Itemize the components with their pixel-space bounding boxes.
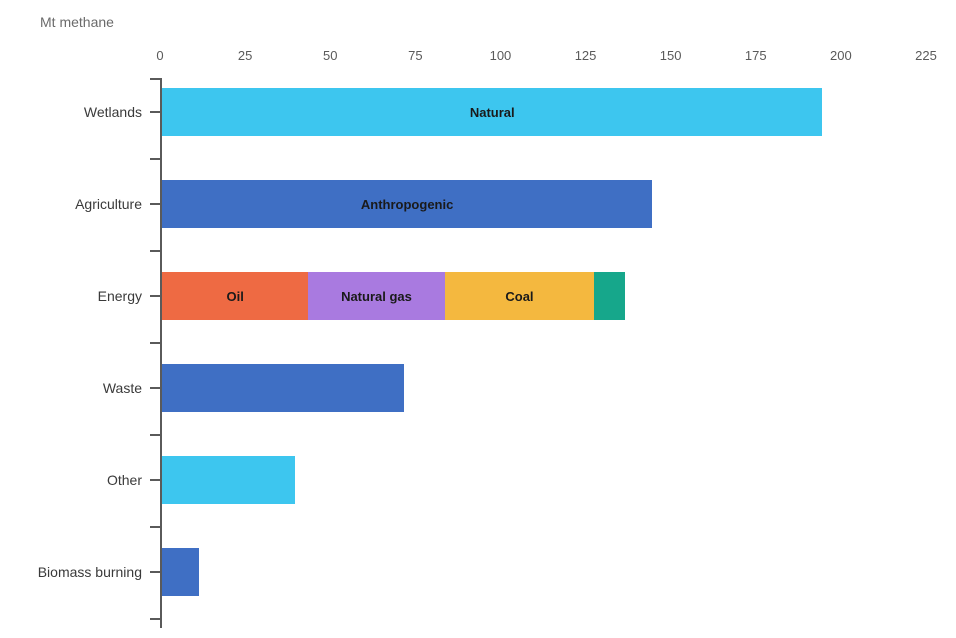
x-axis: 0255075100125150175200225 — [160, 48, 926, 72]
bar-row: AgricultureAnthropogenic — [160, 180, 926, 228]
axis-tick — [150, 526, 160, 528]
axis-tick — [150, 479, 160, 481]
bars-region: WetlandsNatural AgricultureAnthropogenic E… — [160, 78, 926, 628]
x-tick: 225 — [915, 48, 937, 63]
y-label: Energy — [98, 288, 142, 304]
y-label: Wetlands — [84, 104, 142, 120]
x-tick: 175 — [745, 48, 767, 63]
bar-row: WetlandsNatural — [160, 88, 926, 136]
bar-row: Other — [160, 456, 926, 504]
bar — [162, 364, 404, 412]
axis-tick — [150, 203, 160, 205]
y-label: Waste — [103, 380, 142, 396]
x-tick: 125 — [575, 48, 597, 63]
axis-tick — [150, 78, 160, 80]
axis-tick — [150, 387, 160, 389]
bar-row: Biomass burning — [160, 548, 926, 596]
bar-segment — [162, 364, 404, 412]
axis-tick — [150, 434, 160, 436]
bar: Natural — [162, 88, 822, 136]
x-tick: 75 — [408, 48, 422, 63]
y-label: Biomass burning — [38, 564, 142, 580]
y-label: Agriculture — [75, 196, 142, 212]
bar: Anthropogenic — [162, 180, 652, 228]
x-tick: 25 — [238, 48, 252, 63]
bar — [162, 548, 199, 596]
bar-segment: Natural gas — [308, 272, 444, 320]
axis-tick — [150, 618, 160, 620]
axis-tick — [150, 295, 160, 297]
bar-segment: Oil — [162, 272, 308, 320]
x-tick: 150 — [660, 48, 682, 63]
axis-tick — [150, 571, 160, 573]
x-tick: 0 — [156, 48, 163, 63]
x-tick: 200 — [830, 48, 852, 63]
bar: OilNatural gasCoal — [162, 272, 625, 320]
chart-title: Mt methane — [40, 14, 114, 30]
bar-segment: Natural — [162, 88, 822, 136]
axis-tick — [150, 250, 160, 252]
chart-area: 0255075100125150175200225 WetlandsNatura… — [40, 48, 926, 628]
axis-tick — [150, 158, 160, 160]
x-tick: 50 — [323, 48, 337, 63]
x-tick: 100 — [490, 48, 512, 63]
y-axis-line — [160, 78, 162, 628]
bar-row: EnergyOilNatural gasCoal — [160, 272, 926, 320]
bar-row: Waste — [160, 364, 926, 412]
plot-region: 0255075100125150175200225 WetlandsNatura… — [160, 48, 926, 628]
bar-segment: Anthropogenic — [162, 180, 652, 228]
bar-segment — [594, 272, 625, 320]
bar-segment — [162, 456, 295, 504]
y-label: Other — [107, 472, 142, 488]
axis-tick — [150, 111, 160, 113]
bar-segment — [162, 548, 199, 596]
bar — [162, 456, 295, 504]
axis-tick — [150, 342, 160, 344]
bar-segment: Coal — [445, 272, 595, 320]
